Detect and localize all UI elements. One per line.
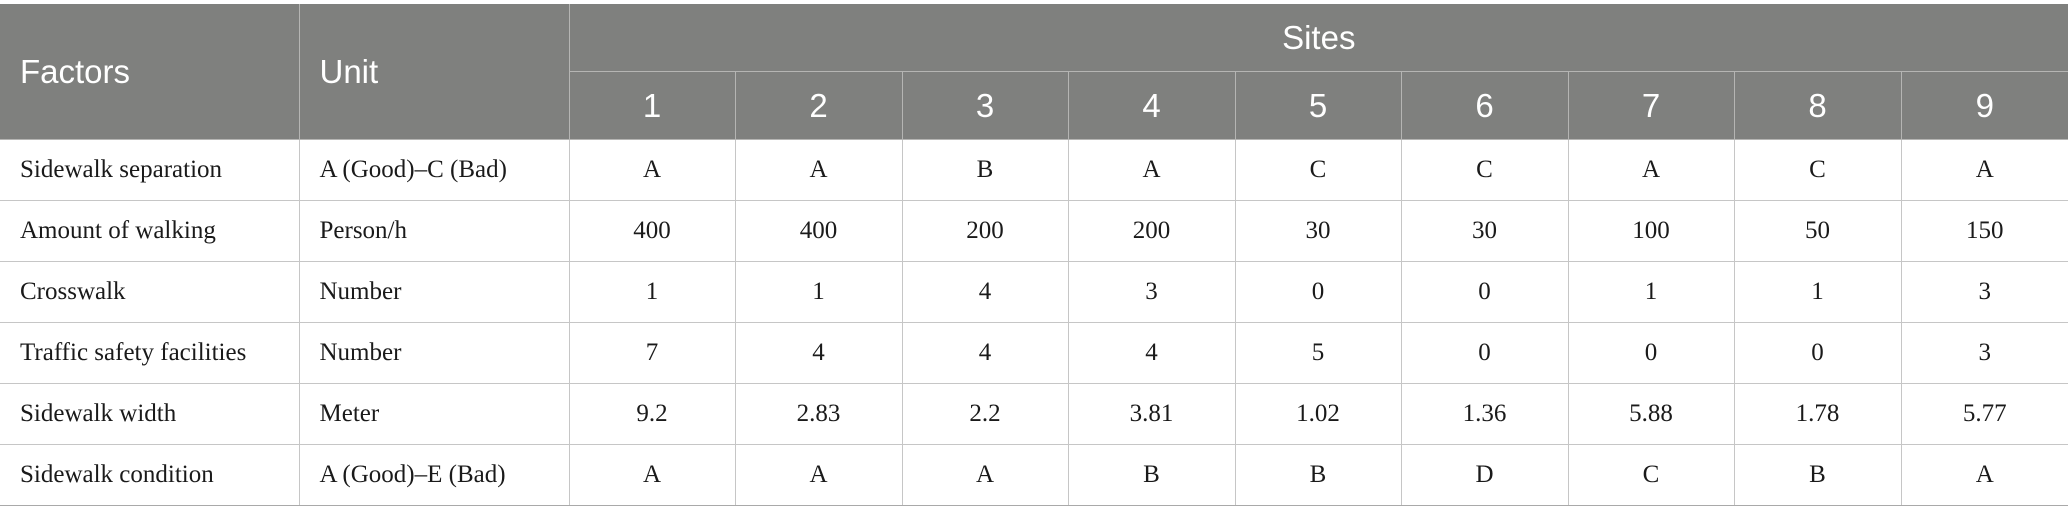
value-cell: A — [1901, 444, 2068, 506]
value-cell: B — [1068, 444, 1236, 506]
value-cell: 1 — [1568, 261, 1735, 323]
factor-cell: Sidewalk condition — [0, 444, 300, 506]
table-row: Crosswalk Number 1 1 4 3 0 0 1 1 3 — [0, 261, 2068, 323]
site-number-header: 7 — [1568, 71, 1735, 140]
value-cell: 9.2 — [569, 383, 736, 445]
site-number-header: 4 — [1068, 71, 1236, 140]
value-cell: 4 — [735, 322, 903, 384]
unit-cell: Number — [299, 261, 570, 323]
value-cell: 150 — [1901, 200, 2068, 262]
value-cell: A — [1568, 139, 1735, 201]
value-cell: 1.02 — [1235, 383, 1402, 445]
value-cell: C — [1734, 139, 1902, 201]
table-row: Sidewalk condition A (Good)–E (Bad) A A … — [0, 444, 2068, 506]
value-cell: 5.88 — [1568, 383, 1735, 445]
site-number-header: 6 — [1401, 71, 1569, 140]
value-cell: C — [1401, 139, 1569, 201]
value-cell: A — [569, 444, 736, 506]
table-row: Amount of walking Person/h 400 400 200 2… — [0, 200, 2068, 262]
value-cell: 400 — [735, 200, 903, 262]
value-cell: A — [735, 139, 903, 201]
value-cell: 0 — [1734, 322, 1902, 384]
sites-header: Sites — [569, 4, 2068, 72]
value-cell: B — [902, 139, 1069, 201]
value-cell: 2.83 — [735, 383, 903, 445]
table-row: Sidewalk width Meter 9.2 2.83 2.2 3.81 1… — [0, 383, 2068, 445]
factor-cell: Sidewalk separation — [0, 139, 300, 201]
value-cell: 4 — [1068, 322, 1236, 384]
factor-cell: Sidewalk width — [0, 383, 300, 445]
value-cell: 200 — [902, 200, 1069, 262]
value-cell: 30 — [1401, 200, 1569, 262]
value-cell: 7 — [569, 322, 736, 384]
site-number-header: 1 — [569, 71, 736, 140]
site-number-header: 3 — [902, 71, 1069, 140]
unit-cell: A (Good)–E (Bad) — [299, 444, 570, 506]
value-cell: C — [1235, 139, 1402, 201]
value-cell: 3 — [1901, 261, 2068, 323]
value-cell: D — [1401, 444, 1569, 506]
site-number-row: 1 2 3 4 5 6 7 8 9 — [0, 71, 2068, 140]
value-cell: B — [1734, 444, 1902, 506]
value-cell: 3 — [1068, 261, 1236, 323]
value-cell: 0 — [1401, 261, 1569, 323]
site-number-header: 9 — [1901, 71, 2068, 140]
value-cell: 1.36 — [1401, 383, 1569, 445]
value-cell: A — [1068, 139, 1236, 201]
value-cell: B — [1235, 444, 1402, 506]
value-cell: 100 — [1568, 200, 1735, 262]
header-row: Factors Unit Sites — [0, 4, 2068, 140]
site-number-header: 8 — [1734, 71, 1902, 140]
factor-cell: Amount of walking — [0, 200, 300, 262]
value-cell: 1 — [569, 261, 736, 323]
value-cell: 0 — [1568, 322, 1735, 384]
value-cell: 0 — [1235, 261, 1402, 323]
unit-cell: Number — [299, 322, 570, 384]
unit-header: Unit — [299, 4, 570, 140]
value-cell: 50 — [1734, 200, 1902, 262]
site-number-header: 5 — [1235, 71, 1402, 140]
table-header: Factors Unit Sites 1 2 3 4 5 6 7 8 9 — [0, 4, 2068, 140]
value-cell: A — [735, 444, 903, 506]
value-cell: A — [569, 139, 736, 201]
value-cell: 5 — [1235, 322, 1402, 384]
value-cell: 200 — [1068, 200, 1236, 262]
value-cell: A — [1901, 139, 2068, 201]
table-body: Sidewalk separation A (Good)–C (Bad) A A… — [0, 139, 2068, 506]
factors-header: Factors — [0, 4, 300, 140]
value-cell: 0 — [1401, 322, 1569, 384]
value-cell: 400 — [569, 200, 736, 262]
value-cell: 4 — [902, 322, 1069, 384]
table-row: Sidewalk separation A (Good)–C (Bad) A A… — [0, 139, 2068, 201]
unit-cell: Meter — [299, 383, 570, 445]
unit-cell: Person/h — [299, 200, 570, 262]
site-number-header: 2 — [735, 71, 903, 140]
factor-cell: Crosswalk — [0, 261, 300, 323]
table-row: Traffic safety facilities Number 7 4 4 4… — [0, 322, 2068, 384]
value-cell: 1 — [735, 261, 903, 323]
value-cell: 2.2 — [902, 383, 1069, 445]
value-cell: 1.78 — [1734, 383, 1902, 445]
value-cell: 5.77 — [1901, 383, 2068, 445]
factor-cell: Traffic safety facilities — [0, 322, 300, 384]
unit-cell: A (Good)–C (Bad) — [299, 139, 570, 201]
value-cell: 3 — [1901, 322, 2068, 384]
data-table: Factors Unit Sites 1 2 3 4 5 6 7 8 9 Sid… — [0, 4, 2068, 506]
value-cell: C — [1568, 444, 1735, 506]
value-cell: 30 — [1235, 200, 1402, 262]
value-cell: 4 — [902, 261, 1069, 323]
value-cell: 1 — [1734, 261, 1902, 323]
value-cell: A — [902, 444, 1069, 506]
value-cell: 3.81 — [1068, 383, 1236, 445]
